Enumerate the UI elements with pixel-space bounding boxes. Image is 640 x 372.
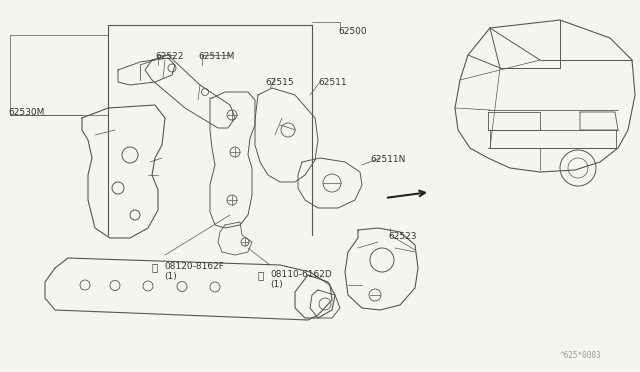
Text: 08120-8162F: 08120-8162F [164, 262, 224, 271]
Text: 62523: 62523 [388, 232, 417, 241]
Text: 62511M: 62511M [198, 52, 234, 61]
Text: (1): (1) [270, 280, 283, 289]
Text: Ⓑ: Ⓑ [258, 270, 264, 280]
Text: 62522: 62522 [155, 52, 184, 61]
Text: 62530M: 62530M [8, 108, 44, 117]
Text: Ⓑ: Ⓑ [152, 262, 158, 272]
Text: 62511N: 62511N [370, 155, 405, 164]
Text: ^625*0003: ^625*0003 [560, 351, 602, 360]
Text: 62515: 62515 [265, 78, 294, 87]
Text: (1): (1) [164, 272, 177, 281]
Text: 62500: 62500 [338, 27, 367, 36]
Text: 08110-6162D: 08110-6162D [270, 270, 332, 279]
Text: 62511: 62511 [318, 78, 347, 87]
